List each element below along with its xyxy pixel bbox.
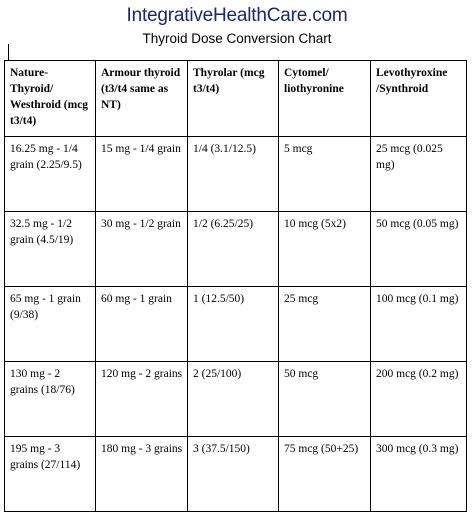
- table-cell: 1 (12.5/50): [187, 286, 279, 362]
- column-header-levothyroxine: Levothyroxine /Synthroid: [370, 60, 467, 137]
- table-cell: 25 mcg (0.025 mg): [370, 136, 467, 212]
- table-cell: 3 (37.5/150): [187, 436, 279, 512]
- table-cell: 32.5 mg - 1/2 grain (4.5/19): [4, 211, 96, 287]
- table-header-row: Nature-Thyroid/ Westhroid (mcg t3/t4) Ar…: [4, 60, 467, 137]
- table-row: 32.5 mg - 1/2 grain (4.5/19) 30 mg - 1/2…: [4, 211, 467, 287]
- table-cell: 50 mcg: [278, 361, 371, 437]
- margin-tick: [8, 44, 9, 60]
- table-row: 16.25 mg - 1/4 grain (2.25/9.5) 15 mg - …: [4, 136, 467, 212]
- table-row: 65 mg - 1 grain (9/38) 60 mg - 1 grain 1…: [4, 286, 467, 362]
- table-cell: 75 mcg (50+25): [278, 436, 371, 512]
- table-cell: 120 mg - 2 grains: [95, 361, 188, 437]
- table-cell: 1/4 (3.1/12.5): [187, 136, 279, 212]
- table-cell: 195 mg - 3 grains (27/114): [4, 436, 96, 512]
- table-cell: 5 mcg: [278, 136, 371, 212]
- table-cell: 25 mcg: [278, 286, 371, 362]
- table-row: 195 mg - 3 grains (27/114) 180 mg - 3 gr…: [4, 436, 467, 512]
- column-header-thyrolar: Thyrolar (mcg t3/t4): [187, 60, 279, 137]
- table-cell: 50 mcg (0.05 mg): [370, 211, 467, 287]
- table-cell: 100 mcg (0.1 mg): [370, 286, 467, 362]
- table-cell: 2 (25/100): [187, 361, 279, 437]
- dose-conversion-table: Nature-Thyroid/ Westhroid (mcg t3/t4) Ar…: [4, 60, 467, 512]
- table-cell: 60 mg - 1 grain: [95, 286, 188, 362]
- page-header: IntegrativeHealthCare.com Thyroid Dose C…: [0, 0, 474, 60]
- column-header-nature-thyroid: Nature-Thyroid/ Westhroid (mcg t3/t4): [4, 60, 96, 137]
- table-cell: 65 mg - 1 grain (9/38): [4, 286, 96, 362]
- table-cell: 16.25 mg - 1/4 grain (2.25/9.5): [4, 136, 96, 212]
- table-cell: 130 mg - 2 grains (18/76): [4, 361, 96, 437]
- column-header-cytomel: Cytomel/ liothyronine: [278, 60, 371, 137]
- chart-title: Thyroid Dose Conversion Chart: [142, 31, 332, 46]
- table-cell: 10 mcg (5x2): [278, 211, 371, 287]
- table-cell: 15 mg - 1/4 grain: [95, 136, 188, 212]
- column-header-armour-thyroid: Armour thyroid (t3/t4 same as NT): [95, 60, 188, 137]
- table-cell: 200 mcg (0.2 mg): [370, 361, 467, 437]
- table-cell: 1/2 (6.25/25): [187, 211, 279, 287]
- table-cell: 30 mg - 1/2 grain: [95, 211, 188, 287]
- site-title: IntegrativeHealthCare.com: [126, 5, 348, 26]
- table-cell: 300 mcg (0.3 mg): [370, 436, 467, 512]
- table-row: 130 mg - 2 grains (18/76) 120 mg - 2 gra…: [4, 361, 467, 437]
- table-cell: 180 mg - 3 grains: [95, 436, 188, 512]
